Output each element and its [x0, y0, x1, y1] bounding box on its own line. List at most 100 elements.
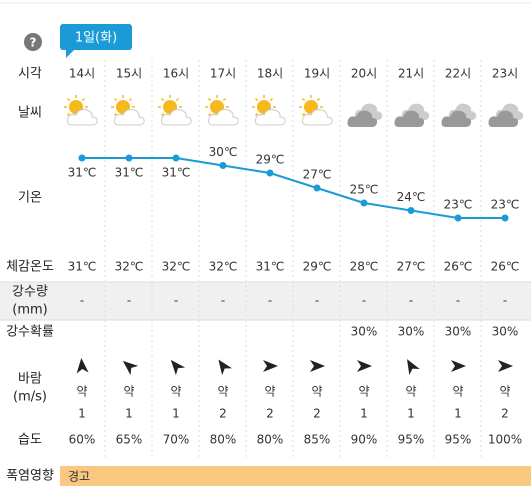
temperature-point: [313, 184, 321, 192]
temperature-point: [78, 154, 86, 162]
wind-arrow: [122, 360, 139, 376]
badge-pointer: [66, 50, 74, 58]
cloud: [67, 109, 98, 126]
humidity: 95%: [398, 433, 425, 447]
sun-ray: [128, 97, 133, 102]
heatwave-band: [60, 466, 531, 486]
cloud: [347, 110, 378, 127]
feels-like: 27℃: [397, 260, 426, 274]
humidity: 85%: [304, 433, 331, 447]
sun-ray: [113, 112, 118, 117]
weather-icon: [394, 103, 430, 127]
cloud: [394, 110, 425, 127]
hour-label: 20시: [351, 67, 377, 81]
wind-arrow: [357, 360, 372, 372]
precip-amount: -: [80, 294, 84, 308]
temperature-label: 23℃: [491, 198, 520, 212]
sun-ray: [113, 97, 118, 102]
sun-ray: [269, 97, 274, 102]
feels-like: 26℃: [444, 260, 473, 274]
precip-prob: 30%: [398, 325, 425, 339]
sun-ray: [301, 97, 306, 102]
hour-label: 17시: [210, 67, 236, 81]
weather-icon: [488, 103, 524, 127]
row-label: 시각: [18, 67, 42, 82]
sun-ray: [81, 97, 86, 102]
row-label: 기온: [18, 191, 42, 206]
temperature-label: 23℃: [444, 198, 473, 212]
humidity: 70%: [163, 433, 190, 447]
temperature-label: 30℃: [209, 145, 238, 159]
wind-arrow: [310, 360, 325, 372]
wind-strength: 약: [76, 384, 87, 399]
wind-speed: 2: [501, 407, 509, 421]
wind-speed: 1: [78, 407, 86, 421]
wind-strength: 약: [358, 384, 369, 399]
hour-label: 22시: [445, 67, 471, 81]
weather-icon: [252, 95, 286, 126]
sun-ray: [175, 97, 180, 102]
precip-amount: -: [409, 294, 413, 308]
precip-prob: 30%: [445, 325, 472, 339]
humidity: 80%: [210, 433, 237, 447]
precip-prob: 30%: [492, 325, 519, 339]
row-label: (m/s): [13, 390, 47, 405]
row-label: 강수확률: [6, 325, 54, 340]
wind-strength: 약: [311, 384, 322, 399]
humidity: 65%: [116, 433, 143, 447]
date-badge-text: 1일(화): [75, 31, 117, 46]
temperature-label: 27℃: [303, 168, 332, 182]
wind-strength: 약: [217, 384, 228, 399]
wind-strength: 약: [499, 384, 510, 399]
feels-like: 31℃: [68, 260, 97, 274]
wind-arrow: [498, 360, 513, 372]
feels-like: 26℃: [491, 260, 520, 274]
temperature-label: 29℃: [256, 153, 285, 167]
sun-ray: [66, 112, 71, 117]
precip-amount: -: [503, 294, 507, 308]
weather-icon: [158, 95, 192, 126]
temperature-label: 31℃: [115, 166, 144, 180]
row-label: (mm): [12, 303, 47, 318]
sun-ray: [222, 97, 227, 102]
hour-label: 21시: [398, 67, 424, 81]
temperature-point: [219, 162, 227, 169]
temperature-point: [407, 207, 415, 214]
feels-like: 28℃: [350, 260, 379, 274]
humidity: 95%: [445, 433, 472, 447]
row-label: 습도: [18, 433, 42, 448]
precip-band: [0, 282, 531, 320]
feels-like: 32℃: [162, 260, 191, 274]
feels-like: 32℃: [115, 260, 144, 274]
precip-prob: 30%: [351, 325, 378, 339]
hour-label: 16시: [163, 67, 189, 81]
wind-arrow: [263, 360, 278, 372]
wind-strength: 약: [123, 384, 134, 399]
weather-icon: [299, 95, 333, 126]
wind-arrow: [76, 358, 89, 374]
precip-amount: -: [362, 294, 366, 308]
temperature-point: [172, 154, 180, 162]
wind-speed: 2: [313, 407, 321, 421]
heatwave-text: 경고: [68, 470, 90, 484]
wind-arrow: [407, 359, 420, 376]
sun-ray: [207, 112, 212, 117]
cloud: [208, 109, 239, 126]
temperature-label: 31℃: [162, 166, 191, 180]
feels-like: 32℃: [209, 260, 238, 274]
weather-icon: [64, 95, 98, 126]
precip-amount: -: [315, 294, 319, 308]
cloud: [302, 109, 333, 126]
weather-icon: [441, 103, 477, 127]
feels-like: 29℃: [303, 260, 332, 274]
wind-speed: 1: [407, 407, 415, 421]
temperature-label: 25℃: [350, 183, 379, 197]
help-text[interactable]: ?: [30, 36, 37, 50]
sun-ray: [301, 112, 306, 117]
sun-ray: [207, 97, 212, 102]
wind-speed: 1: [172, 407, 180, 421]
temperature-point: [266, 169, 274, 177]
help-icon[interactable]: [24, 33, 42, 51]
temperature-line: [82, 157, 505, 219]
